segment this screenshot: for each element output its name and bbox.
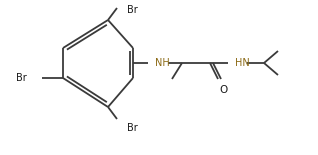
Text: NH: NH — [155, 58, 170, 68]
Text: Br: Br — [127, 5, 138, 15]
Text: HN: HN — [235, 58, 250, 68]
Text: Br: Br — [16, 73, 27, 83]
Text: Br: Br — [127, 123, 138, 133]
Text: O: O — [220, 85, 228, 95]
